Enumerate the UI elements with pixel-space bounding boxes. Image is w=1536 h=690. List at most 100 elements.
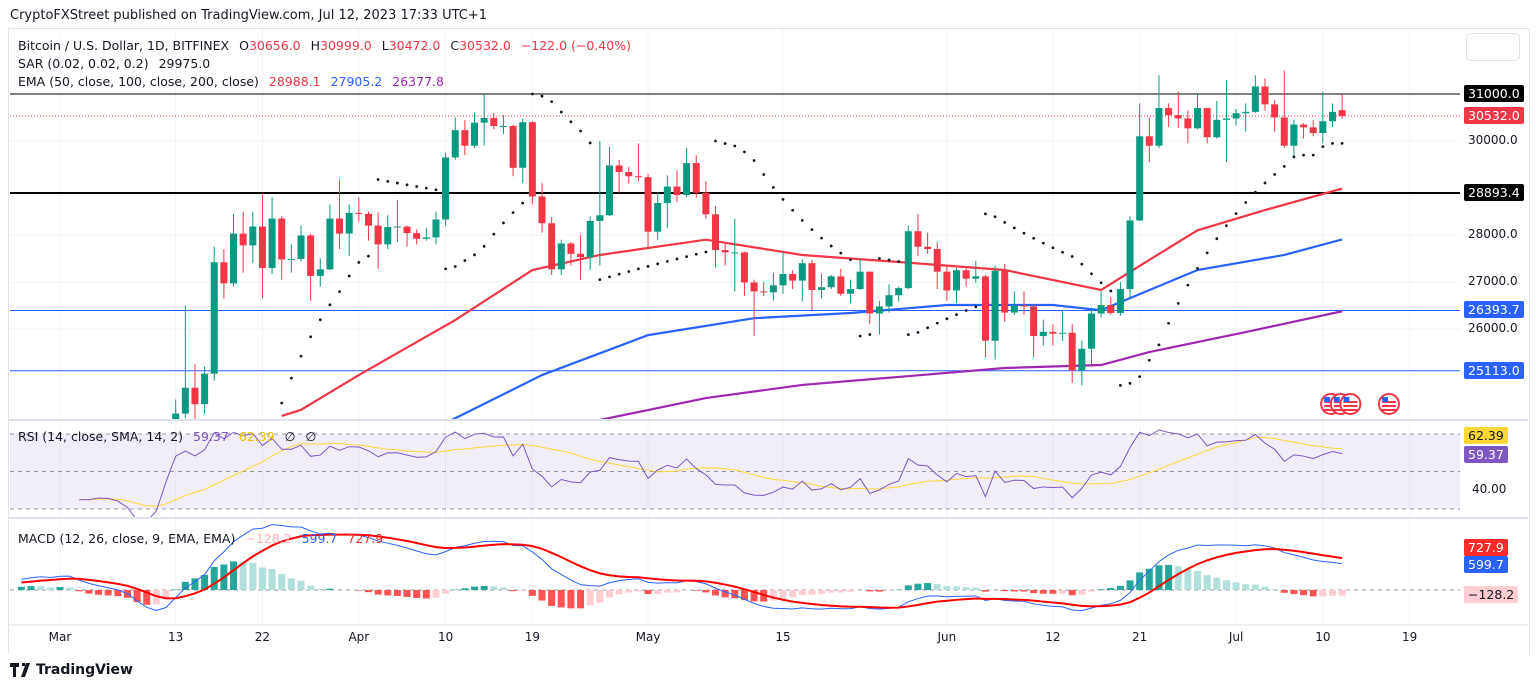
sar-dot xyxy=(771,186,775,189)
ema-label[interactable]: EMA (50, close, 100, close, 200, close) xyxy=(18,74,259,89)
rsi-label[interactable]: RSI (14, close, SMA, 14, 2) xyxy=(18,429,184,444)
macd-histogram-bar xyxy=(1309,590,1317,597)
macd-histogram-bar xyxy=(364,590,372,593)
macd-histogram-bar xyxy=(712,590,720,596)
sar-dot xyxy=(1167,321,1170,325)
ema-legend: EMA (50, close, 100, close, 200, close) … xyxy=(18,74,450,89)
macd-histogram-bar xyxy=(1078,590,1086,595)
symbol-title[interactable]: Bitcoin / U.S. Dollar, 1D, BITFINEX xyxy=(18,38,230,53)
candle-body xyxy=(933,249,941,272)
candle-body xyxy=(1222,118,1230,120)
macd-histogram-bar xyxy=(1165,564,1173,590)
candle-body xyxy=(210,262,218,374)
macd-histogram-bar xyxy=(721,590,729,598)
sar-dot xyxy=(955,313,958,316)
macd-histogram-bar xyxy=(499,587,507,590)
time-axis-label: Jun xyxy=(937,630,957,644)
candle-body xyxy=(1155,108,1163,146)
candle-body xyxy=(808,263,816,290)
candle-body xyxy=(538,196,546,224)
flag-stripe xyxy=(1343,401,1358,403)
ema-line xyxy=(599,310,1343,420)
chart-settings-box[interactable] xyxy=(1466,33,1520,61)
candle-body xyxy=(326,218,334,270)
sar-dot xyxy=(1041,241,1045,245)
macd-histogram-bar xyxy=(355,590,363,591)
economic-events[interactable] xyxy=(1320,393,1400,415)
candle-body xyxy=(692,163,700,193)
candle-body xyxy=(577,253,585,258)
sar-dot xyxy=(289,376,293,380)
candle-body xyxy=(1039,331,1047,337)
macd-histogram-bar xyxy=(548,590,556,607)
candle-body xyxy=(625,172,633,177)
sar-dot xyxy=(916,331,920,334)
flag-stripe xyxy=(1381,401,1396,403)
candle-body xyxy=(1338,110,1346,116)
sar-dot xyxy=(1302,153,1305,157)
candle-body xyxy=(962,270,970,279)
sar-dot xyxy=(878,257,881,260)
sar-dot xyxy=(194,612,197,615)
candle-body xyxy=(1194,108,1202,129)
macd-histogram-bar xyxy=(75,590,83,592)
ema50-value: 28988.1 xyxy=(268,74,321,89)
sar-dot xyxy=(665,259,669,263)
sar-dot xyxy=(78,423,81,426)
macd-histogram-bar xyxy=(769,590,777,601)
candle-body xyxy=(885,295,893,307)
flag-canton xyxy=(1324,397,1331,402)
macd-histogram-bar xyxy=(461,588,469,590)
sar-label[interactable]: SAR (0.02, 0.02, 0.2) xyxy=(18,56,149,71)
sar-dot xyxy=(810,228,814,232)
macd-histogram-bar xyxy=(654,590,662,594)
macd-histogram-bar xyxy=(875,590,883,592)
macd-histogram-bar xyxy=(914,583,922,590)
macd-histogram-bar xyxy=(837,590,845,593)
candle-body xyxy=(1319,121,1327,134)
candle-body xyxy=(846,289,854,294)
candle-body xyxy=(596,215,604,221)
sar-dot xyxy=(887,258,891,262)
rsi-label: 59.37 xyxy=(1464,446,1508,463)
candle-body xyxy=(991,270,999,341)
candle-body xyxy=(856,271,864,290)
macd-histogram-bar xyxy=(66,587,74,590)
tradingview-logo-icon xyxy=(10,663,30,677)
macd-histogram-bar xyxy=(663,590,671,593)
candle-body xyxy=(1116,289,1124,314)
macd-histogram-bar xyxy=(1145,568,1153,590)
candle-body xyxy=(1068,332,1076,371)
sar-dot xyxy=(781,197,785,201)
us-flag-icon[interactable] xyxy=(1339,393,1362,415)
macd-histogram-bar xyxy=(1020,590,1028,592)
candle-body xyxy=(818,287,826,290)
sar-dot xyxy=(1196,266,1199,270)
chart-frame xyxy=(8,28,1530,654)
macd-histogram-bar xyxy=(37,586,45,590)
sar-dot xyxy=(1012,226,1016,230)
macd-histogram-bar xyxy=(789,590,797,598)
candle-body xyxy=(364,213,372,226)
candle-body xyxy=(1059,332,1067,334)
macd-histogram-bar xyxy=(962,587,970,590)
ema100-value: 27905.2 xyxy=(330,74,383,89)
macd-label[interactable]: MACD (12, 26, close, 9, EMA, EMA) xyxy=(18,531,236,546)
sar-dot xyxy=(1032,236,1036,240)
macd-histogram-bar xyxy=(586,590,594,606)
sar-dot xyxy=(309,335,313,339)
candle-body xyxy=(1242,111,1250,114)
macd-histogram-bar xyxy=(702,590,710,593)
sar-dot xyxy=(415,185,419,188)
sar-dot xyxy=(993,215,997,219)
macd-histogram-bar xyxy=(1049,590,1057,594)
macd-histogram-bar xyxy=(596,590,604,603)
sar-dot xyxy=(396,181,399,185)
macd-histogram-bar xyxy=(1010,590,1018,592)
us-flag-icon[interactable] xyxy=(1377,393,1400,415)
sar-dot xyxy=(280,401,284,405)
macd-histogram-bar xyxy=(422,590,430,599)
macd-histogram-bar xyxy=(605,590,613,598)
rsi-pane xyxy=(10,429,1460,518)
